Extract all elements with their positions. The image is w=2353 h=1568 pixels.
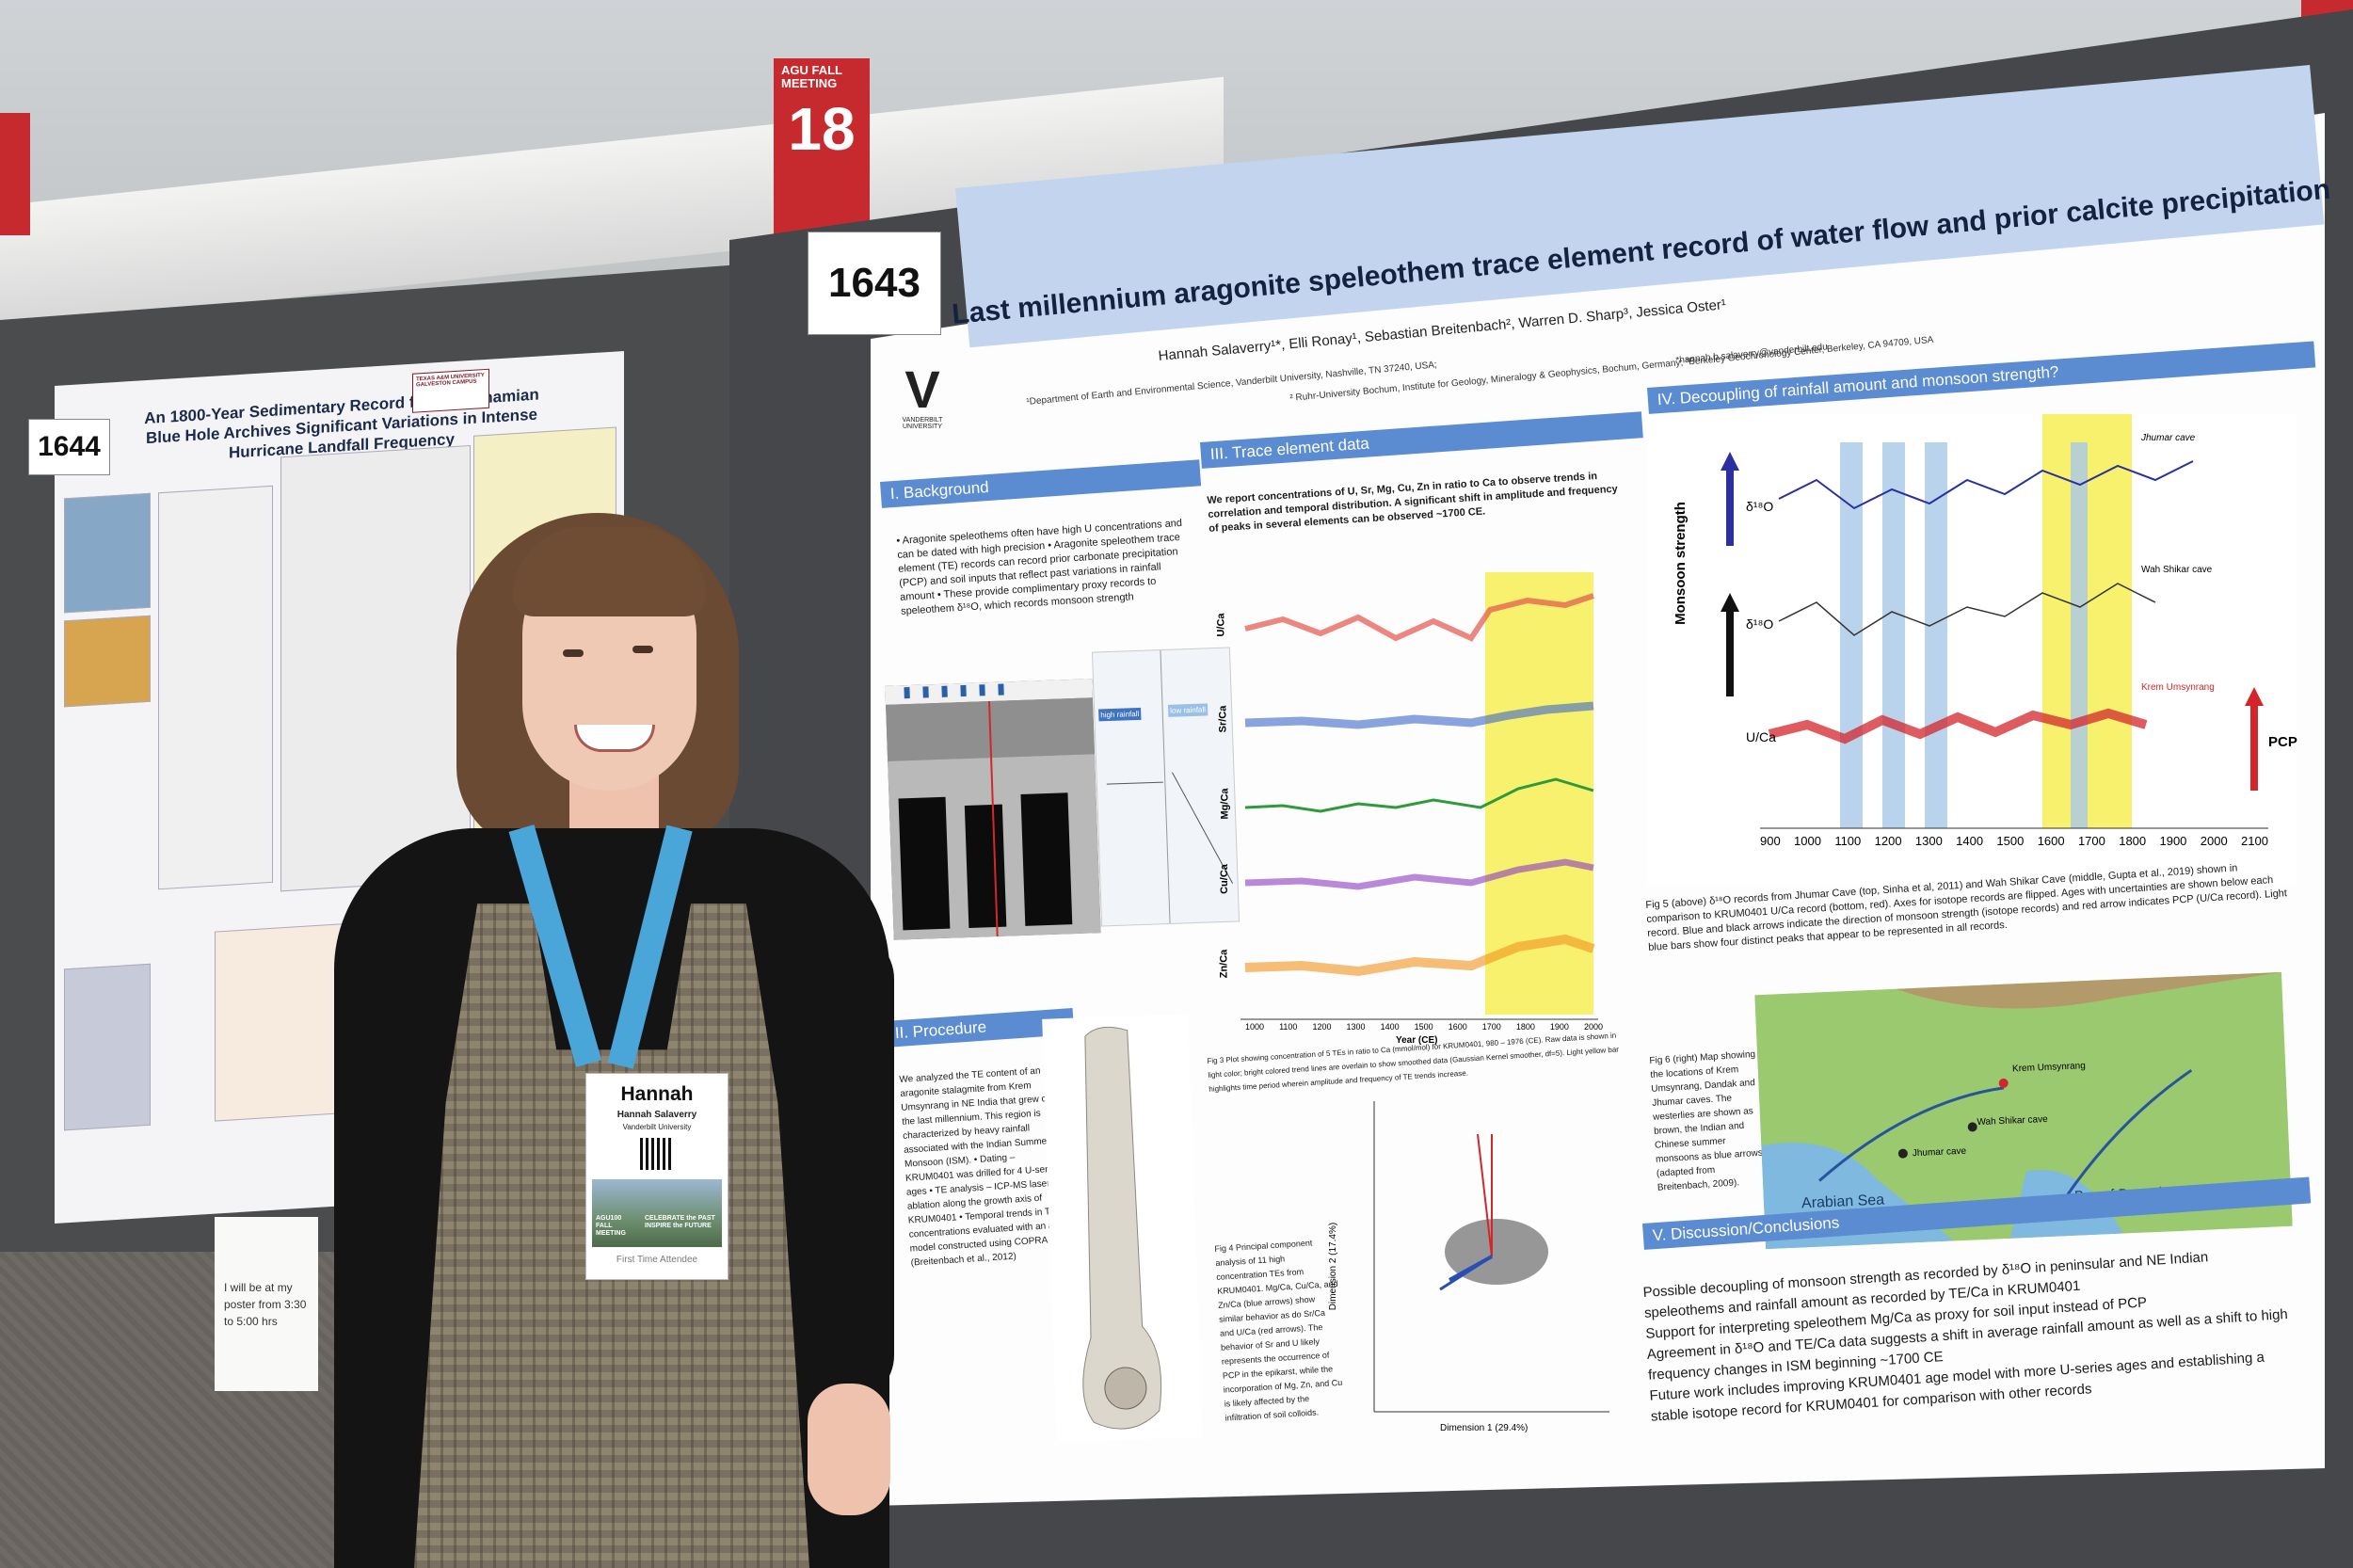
availability-note-text: I will be at my poster from 3:30 to 5:00… xyxy=(224,1281,307,1328)
badge-first-name: Hannah xyxy=(620,1083,694,1105)
te-label-zn: Zn/Ca xyxy=(1218,949,1230,979)
left-poster-data-figure xyxy=(280,444,471,892)
badge-footer: First Time Attendee xyxy=(616,1255,698,1265)
cave-schematic-svg xyxy=(885,679,1101,940)
badge-tagline: CELEBRATE the PAST INSPIRE the FUTURE xyxy=(645,1215,715,1229)
te-x-tick: 1700 xyxy=(1481,1022,1501,1032)
iv-x-tick: 1000 xyxy=(1794,834,1821,848)
iv-x-tick: 1200 xyxy=(1874,834,1902,848)
te-x-tick: 1000 xyxy=(1245,1022,1265,1032)
left-poster-method-figure xyxy=(64,963,151,1131)
te-x-ticks: 1000 1100 1200 1300 1400 1500 1600 1700 … xyxy=(1245,1022,1603,1032)
rainfall-scenario-figure: high rainfall low rainfall xyxy=(1091,647,1241,927)
vanderbilt-logo-text: VANDERBILT UNIVERSITY xyxy=(902,417,943,430)
badge-qr-code xyxy=(640,1138,672,1170)
te-label-cu: Cu/Ca xyxy=(1218,864,1230,894)
iv-x-tick: 2100 xyxy=(2241,834,2268,848)
vanderbilt-logo: V VANDERBILT UNIVERSITY xyxy=(889,362,955,438)
name-badge: Hannah Hannah Salaverry Vanderbilt Unive… xyxy=(585,1073,728,1280)
person-bangs xyxy=(513,527,706,616)
te-label-sr: Sr/Ca xyxy=(1217,705,1229,733)
figure-4-caption: Fig 4 Principal component analysis of 11… xyxy=(1214,1238,1343,1423)
rainfall-scenario-svg xyxy=(1106,650,1234,923)
pca-figure: Dimension 1 (29.4%) Dimension 2 (17.4%) xyxy=(1328,1092,1619,1449)
iv-x-tick: 1100 xyxy=(1834,834,1862,848)
isotope-comparison-figure: Monsoon strength δ¹⁸O δ¹⁸O U/Ca PCP Jhum… xyxy=(1647,414,2297,885)
pca-svg xyxy=(1373,1101,1609,1413)
d18o-label-top: δ¹⁸O xyxy=(1746,499,1774,514)
left-poster-map-figure xyxy=(64,492,151,614)
hanging-banner-left xyxy=(0,113,30,235)
d18o-label-middle: δ¹⁸O xyxy=(1746,616,1774,632)
iv-x-tick: 2000 xyxy=(2200,834,2228,848)
iv-x-tick: 1700 xyxy=(2077,834,2105,848)
te-x-tick: 2000 xyxy=(1583,1022,1603,1032)
uca-label: U/Ca xyxy=(1746,729,1776,744)
person-arm xyxy=(791,932,894,1402)
monsoon-strength-label: Monsoon strength xyxy=(1672,502,1689,625)
pca-x-label: Dimension 1 (29.4%) xyxy=(1440,1423,1529,1433)
person-eye-left xyxy=(563,649,584,657)
left-poster-map-figure-2 xyxy=(64,615,151,708)
iv-x-tick: 900 xyxy=(1760,834,1781,848)
jhumar-cave-label: Jhumar cave xyxy=(2141,433,2196,443)
iv-x-tick: 1500 xyxy=(1996,834,2025,848)
isotope-comparison-svg xyxy=(1647,414,2297,885)
poster-number-card-left: 1644 xyxy=(28,419,110,475)
person-hand xyxy=(808,1384,890,1515)
iv-x-tick: 1300 xyxy=(1914,834,1943,848)
speleothem-sample-svg xyxy=(1082,1026,1162,1430)
badge-banner-image xyxy=(592,1179,722,1247)
iv-x-tick: 1800 xyxy=(2119,834,2147,848)
te-x-tick: 1800 xyxy=(1515,1022,1535,1032)
pcp-label: PCP xyxy=(2268,734,2297,750)
iv-x-tick: 1900 xyxy=(2159,834,2187,848)
iv-x-tick: 1600 xyxy=(2037,834,2065,848)
figure-6-caption: Fig 6 (right) Map showing the locations … xyxy=(1649,1048,1764,1193)
te-x-axis-label: Year (CE) xyxy=(1396,1035,1438,1046)
badge-organization: Vanderbilt University xyxy=(622,1123,692,1131)
trace-element-figure: U/Ca Sr/Ca Mg/Ca Cu/Ca Zn/Ca 1000 1100 1… xyxy=(1208,497,1631,1052)
te-label-mg: Mg/Ca xyxy=(1219,788,1231,820)
trace-element-svg xyxy=(1241,572,1598,1020)
te-x-tick: 1600 xyxy=(1448,1022,1467,1032)
aisle-sign-header: AGU FALL MEETING xyxy=(781,63,842,90)
te-x-tick: 1400 xyxy=(1380,1022,1400,1032)
cave-schematic-figure xyxy=(885,679,1101,940)
iv-x-tick: 1400 xyxy=(1956,834,1984,848)
te-x-tick: 1200 xyxy=(1312,1022,1332,1032)
poster-number-card-right: 1643 xyxy=(808,232,941,335)
te-x-tick: 1100 xyxy=(1279,1022,1298,1032)
poster-availability-note: I will be at my poster from 3:30 to 5:00… xyxy=(215,1217,318,1391)
left-poster-core-figure xyxy=(158,485,273,890)
vanderbilt-logo-mark: V xyxy=(904,360,940,419)
te-x-tick: 1300 xyxy=(1346,1022,1366,1032)
left-poster-university-logo: TEXAS A&M UNIVERSITY GALVESTON CAMPUS xyxy=(412,368,489,413)
te-x-tick: 1900 xyxy=(1549,1022,1569,1032)
wah-shikar-cave-label: Wah Shikar cave xyxy=(2141,565,2213,575)
iv-x-ticks: 900 1000 1100 1200 1300 1400 1500 1600 1… xyxy=(1760,834,2268,848)
badge-event-name: AGU100 FALL MEETING xyxy=(596,1215,626,1237)
te-label-u: U/Ca xyxy=(1215,613,1227,637)
krem-umsynrang-label: Krem Umsynrang xyxy=(2141,682,2215,693)
person-eye-right xyxy=(632,646,653,653)
person-smile xyxy=(574,725,655,752)
speleothem-sample-figure xyxy=(1042,1014,1203,1443)
te-x-tick: 1500 xyxy=(1414,1022,1433,1032)
left-poster-logo-text: TEXAS A&M UNIVERSITY GALVESTON CAMPUS xyxy=(416,373,485,389)
aisle-sign-number: 18 xyxy=(788,95,856,163)
badge-full-name: Hannah Salaverry xyxy=(616,1110,697,1120)
